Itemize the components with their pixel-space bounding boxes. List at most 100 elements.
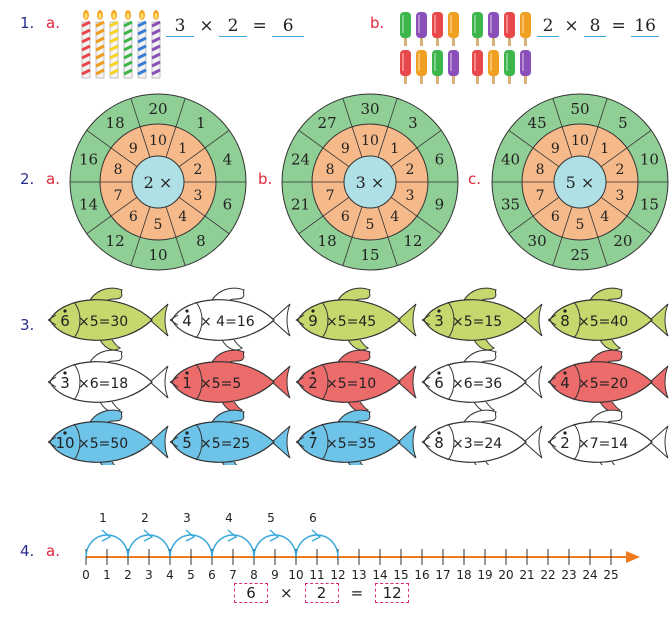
wheel-outer-number[interactable]: 10 <box>148 246 167 264</box>
wheel-outer-number[interactable]: 14 <box>79 196 98 214</box>
fish-factor[interactable]: 8 <box>434 434 444 452</box>
candle-icon <box>81 10 91 79</box>
wheel-inner-number: 10 <box>149 133 167 149</box>
wheel-inner-number: 4 <box>178 209 187 225</box>
popsicle-icon <box>448 12 459 46</box>
tick-label: 17 <box>435 568 450 580</box>
tick-label: 5 <box>187 568 195 580</box>
wheel-outer-number[interactable]: 6 <box>223 196 233 214</box>
q4-box-product[interactable]: 12 <box>375 583 410 603</box>
popsicle-icon <box>416 12 427 46</box>
fish-factor[interactable]: 2 <box>560 434 570 452</box>
wheel-outer-number[interactable]: 15 <box>640 196 659 214</box>
fish-equation-rest: ×5=15 <box>452 314 502 330</box>
wheel-outer-number[interactable]: 16 <box>79 150 98 168</box>
tick-label: 20 <box>498 568 513 580</box>
fish: 2 ×7=14 <box>547 409 669 465</box>
candle-icon <box>95 10 105 79</box>
fish: 6 ×5=30 <box>47 287 169 351</box>
wheel-inner-number: 9 <box>551 141 560 157</box>
wheel-outer-number[interactable]: 12 <box>106 232 125 250</box>
fish-factor[interactable]: 10 <box>55 434 74 452</box>
wheel-outer-number[interactable]: 25 <box>570 246 589 264</box>
q4-box-factor2[interactable]: 2 <box>304 583 339 603</box>
tick-label: 19 <box>477 568 492 580</box>
tick-label: 15 <box>393 568 408 580</box>
wheel-outer-number[interactable]: 27 <box>318 114 337 132</box>
fish-equation-rest: ×5=30 <box>78 314 128 330</box>
fish: 8 ×5=40 <box>547 287 669 351</box>
wheel-outer-number[interactable]: 18 <box>106 114 125 132</box>
q1-number: 1. <box>20 14 35 32</box>
q1b-factor1: 2 <box>537 16 559 37</box>
wheel-inner-number: 7 <box>536 188 545 204</box>
tick-label: 14 <box>372 568 387 580</box>
q4-box-factor1[interactable]: 6 <box>234 583 268 603</box>
candle-icon <box>109 10 119 79</box>
wheel-inner-number: 5 <box>366 217 375 233</box>
wheel-outer-number[interactable]: 3 <box>408 114 418 132</box>
wheel-outer-number[interactable]: 1 <box>196 114 206 132</box>
fish-factor[interactable]: 9 <box>308 312 318 330</box>
wheel-inner-number: 7 <box>326 188 335 204</box>
wheel-outer-number[interactable]: 20 <box>613 232 632 250</box>
q4a-letter: a. <box>46 542 60 560</box>
wheel-outer-number[interactable]: 12 <box>403 232 422 250</box>
wheel-outer-number[interactable]: 35 <box>501 196 520 214</box>
jump-label: 4 <box>225 511 233 525</box>
wheel-outer-number[interactable]: 30 <box>528 232 547 250</box>
q1b-answer[interactable]: 16 <box>631 16 660 37</box>
popsicle-icon <box>520 12 531 46</box>
wheel-outer-number[interactable]: 4 <box>223 150 233 168</box>
fish: 3 ×5=15 <box>421 287 543 351</box>
fish-factor[interactable]: 8 <box>560 312 570 330</box>
wheel-outer-number[interactable]: 21 <box>291 196 310 214</box>
q4-number: 4. <box>20 542 35 560</box>
wheel-outer-number[interactable]: 10 <box>640 150 659 168</box>
wheel-inner-number: 8 <box>536 162 545 178</box>
wheel-outer-number[interactable]: 20 <box>148 100 167 118</box>
wheel-outer-number[interactable]: 18 <box>318 232 337 250</box>
fish-factor[interactable]: 2 <box>308 374 318 392</box>
wheel-inner-number: 3 <box>405 188 414 204</box>
wheel-inner-number: 7 <box>114 188 123 204</box>
fish-equation-rest: × 4=16 <box>200 314 255 330</box>
wheel-center-label: 2 × <box>144 173 173 192</box>
wheel-outer-number[interactable]: 8 <box>196 232 206 250</box>
fish-factor[interactable]: 3 <box>434 312 444 330</box>
fish-equation-rest: ×5=40 <box>578 314 628 330</box>
fish-factor[interactable]: 1 <box>182 374 192 392</box>
fish-factor[interactable]: 4 <box>560 374 570 392</box>
wheel-inner-number: 6 <box>341 209 350 225</box>
q1a-answer[interactable]: 6 <box>272 16 305 37</box>
wheel-outer-number[interactable]: 6 <box>435 150 445 168</box>
tick-label: 16 <box>414 568 429 580</box>
candle-icon <box>151 10 161 79</box>
fish-factor[interactable]: 6 <box>434 374 444 392</box>
tick-label: 7 <box>229 568 237 580</box>
wheel-outer-number[interactable]: 50 <box>570 100 589 118</box>
fish-factor[interactable]: 4 <box>182 312 192 330</box>
fish-factor[interactable]: 5 <box>182 434 192 452</box>
tick-label: 9 <box>271 568 279 580</box>
popsicles-illustration <box>400 12 531 84</box>
wheel-outer-number[interactable]: 45 <box>528 114 547 132</box>
fish-factor[interactable]: 3 <box>60 374 70 392</box>
wheel-inner-number: 5 <box>154 217 163 233</box>
wheel-outer-number[interactable]: 24 <box>291 150 310 168</box>
wheel-outer-number[interactable]: 30 <box>360 100 379 118</box>
wheel-inner-number: 5 <box>576 217 585 233</box>
fish-factor[interactable]: 6 <box>60 312 70 330</box>
wheel-outer-number[interactable]: 40 <box>501 150 520 168</box>
wheel-inner-number: 2 <box>615 162 624 178</box>
fish: 1 ×5=5 <box>169 349 291 413</box>
fish-equation-rest: ×5=35 <box>326 436 376 452</box>
wheel-outer-number[interactable]: 15 <box>360 246 379 264</box>
wheel-inner-number: 1 <box>390 141 399 157</box>
fish-equation-rest: ×5=45 <box>326 314 376 330</box>
fish-factor[interactable]: 7 <box>308 434 318 452</box>
wheel-outer-number[interactable]: 9 <box>435 196 445 214</box>
wheel-outer-number[interactable]: 5 <box>618 114 628 132</box>
